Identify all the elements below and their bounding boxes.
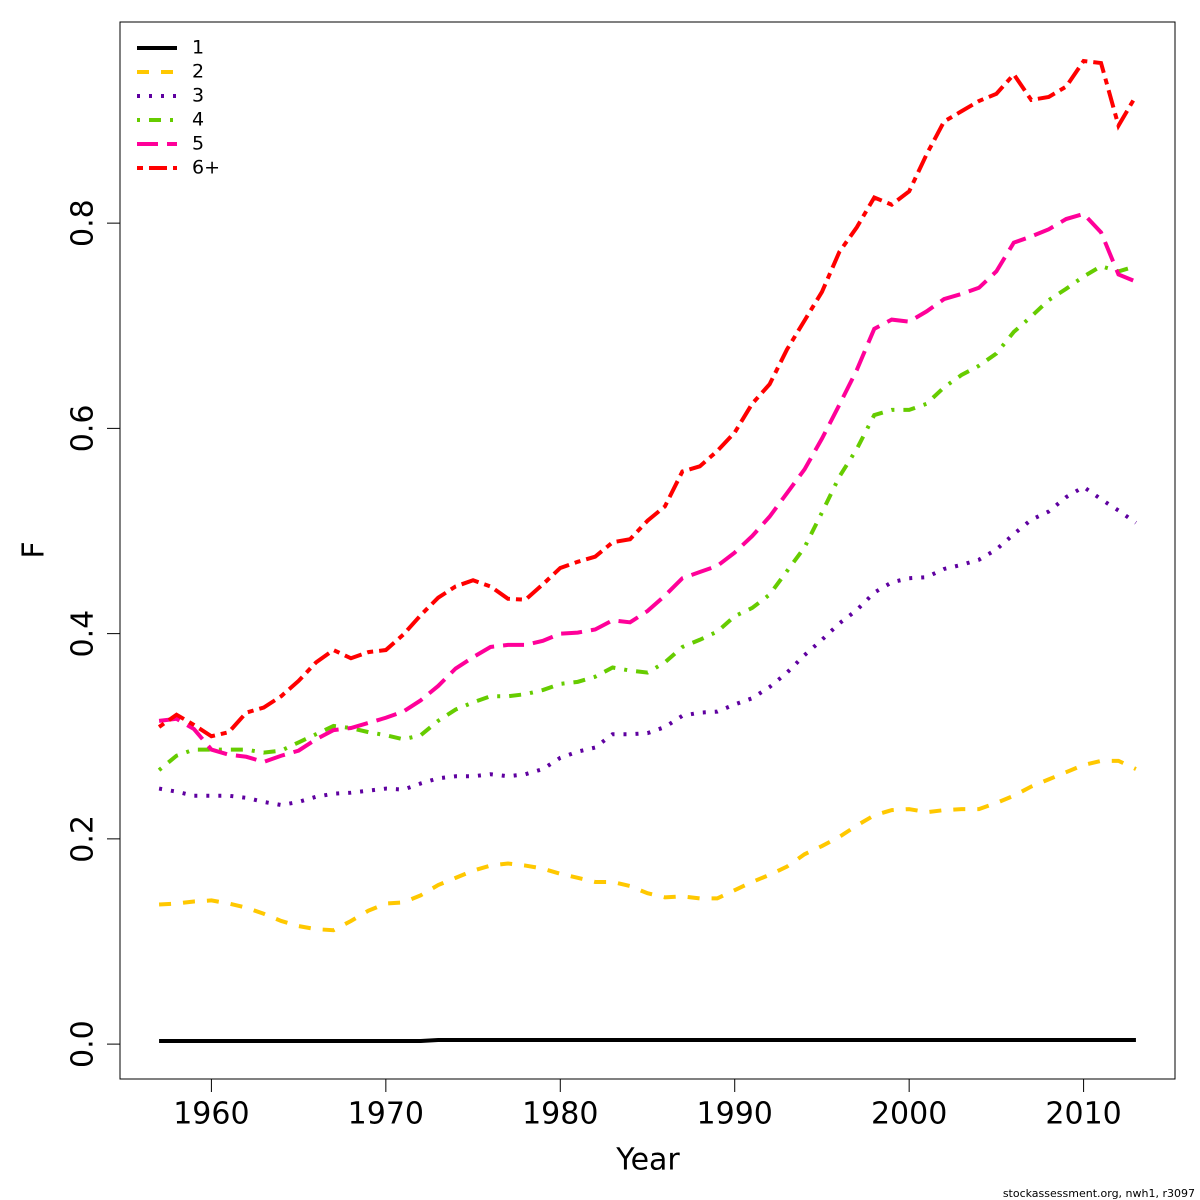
footer: stockassessment.org, nwh1, r3097 <box>1003 1187 1195 1200</box>
y-tick-label: 0.6 <box>66 405 101 453</box>
y-tick-label: 0.2 <box>66 815 101 863</box>
series-line <box>158 758 1137 933</box>
x-tick-label: 1980 <box>522 1097 598 1132</box>
y-tick-label: 0.8 <box>66 199 101 247</box>
legend-label: 5 <box>192 133 204 155</box>
x-tick-label: 1960 <box>173 1097 249 1132</box>
y-tick-label: 0.4 <box>66 610 101 658</box>
x-tick-label: 2000 <box>871 1097 947 1132</box>
legend-label: 1 <box>192 37 204 59</box>
x-tick-label: 2010 <box>1045 1097 1121 1132</box>
x-axis-label: Year <box>615 1143 680 1178</box>
series-line <box>159 1038 1136 1044</box>
x-tick-label: 1990 <box>697 1097 773 1132</box>
legend-label: 2 <box>192 61 204 83</box>
legend-label: 4 <box>192 109 204 131</box>
y-tick-label: 0.0 <box>66 1020 101 1068</box>
series-line <box>157 58 1138 739</box>
legend-label: 3 <box>192 85 204 107</box>
y-axis-label: F <box>17 541 52 558</box>
series-line <box>157 264 1137 772</box>
series-line <box>158 484 1138 808</box>
legend-label: 6+ <box>192 157 220 179</box>
series-line <box>158 211 1137 765</box>
x-tick-label: 1970 <box>348 1097 424 1132</box>
